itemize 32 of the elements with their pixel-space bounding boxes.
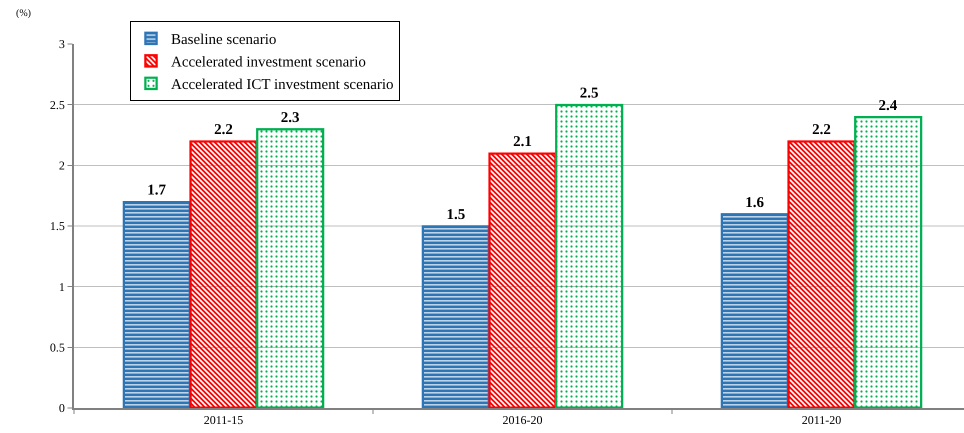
- bar: [422, 225, 490, 408]
- x-tick-label: 2011-20: [802, 413, 842, 428]
- bar: [787, 140, 856, 408]
- bar: [488, 152, 557, 408]
- legend-label: Accelerated ICT investment scenario: [171, 77, 394, 94]
- y-tick-label: 3: [58, 37, 65, 52]
- data-label: 1.5: [446, 207, 466, 223]
- y-tick-label: 2.5: [50, 98, 65, 112]
- bar: [720, 213, 789, 408]
- y-axis-title: (%): [16, 8, 31, 19]
- data-label: 1.7: [147, 182, 166, 199]
- data-label: 2.2: [214, 122, 233, 138]
- bar: [256, 128, 324, 408]
- bar: [854, 116, 922, 408]
- data-label: 2.2: [812, 122, 831, 138]
- data-label: 2.5: [580, 86, 599, 102]
- data-label: 1.6: [745, 194, 764, 211]
- legend-label: Accelerated investment scenario: [171, 54, 366, 71]
- data-label: 2.3: [280, 110, 300, 126]
- x-tick-label: 2016-20: [502, 413, 542, 428]
- y-tick-label: 2: [58, 158, 65, 173]
- y-tick-label: 0: [58, 401, 65, 416]
- bar: [555, 104, 624, 408]
- x-tick-label: 2011-15: [204, 413, 244, 428]
- y-tick-label: 0.5: [50, 340, 65, 355]
- bar: [189, 140, 258, 408]
- y-tick-label: 1: [58, 280, 65, 294]
- legend-label: Baseline scenario: [171, 32, 276, 48]
- bar: [122, 200, 191, 408]
- data-label: 2.4: [878, 98, 898, 114]
- y-tick-label: 1.5: [50, 219, 65, 234]
- data-label: 2.1: [513, 134, 532, 150]
